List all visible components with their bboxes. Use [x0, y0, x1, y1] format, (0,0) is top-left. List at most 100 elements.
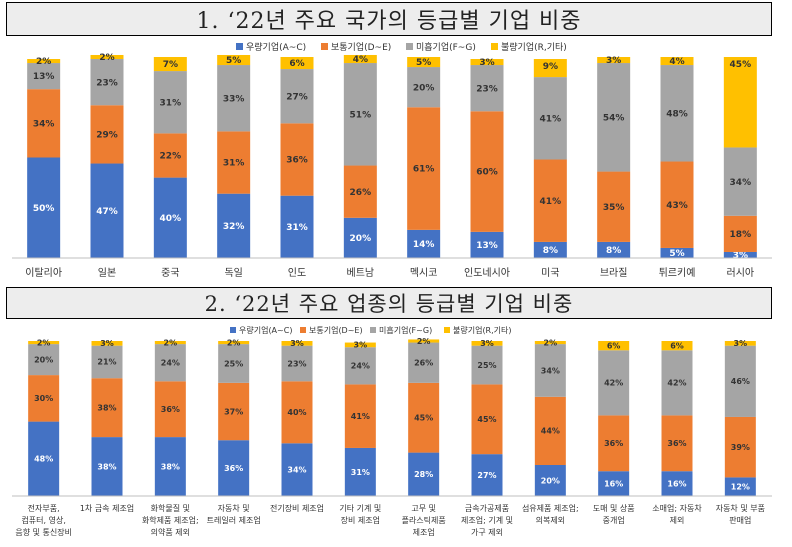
chart1-value-label-5-1: 26%	[350, 188, 372, 198]
chart1-value-label-9-2: 54%	[603, 113, 625, 123]
chart2-value-label-4-1: 40%	[287, 408, 306, 417]
chart2-value-label-7-3: 3%	[480, 339, 494, 348]
chart1-legend-swatch-2	[406, 43, 413, 50]
chart2-value-label-0-0: 48%	[34, 455, 53, 464]
chart2-bar-10-series-1	[661, 415, 693, 472]
chart1-bar-1-series-3	[90, 54, 124, 60]
chart2-bar-0-series-2	[28, 344, 60, 376]
chart1-bar-6-series-0	[407, 229, 441, 258]
chart2-value-label-2-3: 2%	[164, 338, 178, 347]
chart2-category-label-10-line-0: 소매업; 자동차	[652, 504, 702, 513]
chart2-category-label-7-line-1: 제조업; 기계 및	[461, 515, 513, 525]
chart2-bar-0-series-1	[28, 375, 60, 422]
chart1-value-label-7-3: 3%	[479, 58, 494, 68]
chart1-value-label-6-1: 61%	[413, 165, 435, 175]
chart1-bar-4-series-2	[280, 69, 314, 124]
chart2-bar-1-series-0	[91, 437, 123, 496]
chart2-bar-11-series-0	[724, 477, 756, 496]
chart2-category-label-6-line-2: 제조업	[413, 528, 435, 537]
chart1-value-label-9-1: 35%	[603, 203, 625, 213]
chart1-legend-swatch-0	[236, 43, 243, 50]
chart2-bar-2-series-0	[154, 437, 186, 496]
chart1-legend-label-0: 우량기업(A~C)	[246, 41, 306, 53]
chart1-bar-1-series-1	[90, 105, 124, 164]
chart2-value-label-1-2: 21%	[97, 358, 116, 367]
chart2-bar-8-series-1	[534, 396, 566, 465]
chart2-bar-1-series-2	[91, 345, 123, 379]
chart2-title: 2. ‘22년 주요 업종의 등급별 기업 비중	[6, 287, 772, 319]
chart2-bar-6-series-2	[408, 342, 440, 383]
chart1-value-label-9-0: 8%	[606, 246, 621, 256]
chart2-value-label-8-2: 34%	[541, 366, 560, 375]
chart1-bar-5-series-1	[343, 165, 377, 218]
chart2-value-label-9-0: 16%	[604, 479, 623, 488]
chart2-category-label-2-line-2: 의약품 제외	[151, 527, 190, 537]
chart1-bar-0-series-2	[27, 63, 61, 90]
chart2-bar-6-series-1	[408, 382, 440, 453]
chart1-bar-2-series-3	[153, 57, 187, 72]
chart2-category-label-3-line-0: 자동차 및	[218, 503, 250, 513]
chart1-legend-label-3: 불량기업(R,기타)	[501, 41, 567, 53]
chart1-value-label-2-0: 40%	[160, 214, 182, 224]
chart1-bar-1-series-0	[90, 163, 124, 258]
chart2-bar-10-series-3	[661, 341, 693, 351]
chart2-value-label-7-0: 27%	[477, 471, 496, 480]
chart1-value-label-6-0: 14%	[413, 240, 435, 250]
chart2-value-label-0-1: 30%	[34, 394, 53, 403]
chart2-legend-swatch-2	[370, 327, 376, 333]
chart2-category-label-0-line-2: 음향 및 통신장비	[15, 527, 72, 537]
chart1-value-label-1-3: 2%	[99, 53, 114, 63]
chart1-bar-2-series-0	[153, 177, 187, 258]
chart2-category-label-9-line-1: 중개업	[603, 515, 625, 525]
chart2-value-label-3-1: 37%	[224, 407, 243, 416]
chart1-bar-8-series-3	[533, 59, 567, 78]
chart2-value-label-5-2: 24%	[351, 362, 370, 371]
chart2-bar-2-series-3	[154, 341, 186, 345]
chart2-bar-1-series-3	[91, 341, 123, 346]
chart1-value-label-0-3: 2%	[36, 57, 51, 67]
chart2-value-label-9-3: 6%	[607, 341, 621, 350]
chart2-value-label-3-3: 2%	[227, 338, 241, 347]
chart2-value-label-9-1: 36%	[604, 439, 623, 448]
chart1-bar-2-series-1	[153, 133, 187, 178]
chart2-bar-7-series-1	[471, 384, 503, 455]
chart1-value-label-11-2: 34%	[730, 178, 752, 188]
chart2-bar-7-series-2	[471, 345, 503, 385]
chart1-value-label-10-3: 4%	[669, 57, 684, 67]
chart2-value-label-0-2: 20%	[34, 355, 53, 364]
chart2-bar-4-series-0	[281, 443, 313, 496]
chart1-bar-11-series-1	[723, 215, 757, 252]
chart2-value-label-1-1: 38%	[97, 403, 116, 412]
chart2-bar-4-series-3	[281, 341, 313, 346]
chart2-value-label-1-0: 38%	[97, 462, 116, 471]
chart2-value-label-6-1: 45%	[414, 414, 433, 423]
chart1-value-label-10-0: 5%	[669, 249, 684, 259]
chart1-category-label-1: 일본	[98, 267, 116, 279]
chart1-bar-8-series-0	[533, 241, 567, 258]
chart1-legend-swatch-3	[491, 43, 498, 50]
chart2-bar-3-series-3	[218, 341, 250, 345]
chart2-bar-8-series-0	[534, 465, 566, 496]
chart2-bar-11-series-3	[724, 341, 756, 346]
chart2-value-label-8-0: 20%	[541, 476, 560, 485]
chart1-value-label-1-1: 29%	[96, 131, 118, 141]
chart1-value-label-0-0: 50%	[33, 204, 55, 214]
chart2-bar-2-series-1	[154, 381, 186, 438]
chart1-title: 1. ‘22년 주요 국가의 등급별 기업 비중	[6, 2, 772, 36]
chart2-bar-2-series-2	[154, 344, 186, 382]
chart1-value-label-5-0: 20%	[350, 234, 372, 244]
chart2-value-label-10-3: 6%	[670, 341, 684, 350]
chart1-bar-9-series-1	[597, 171, 631, 242]
chart1-value-label-2-3: 7%	[163, 60, 178, 70]
chart1-bar-11-series-3	[723, 57, 757, 148]
chart1-value-label-5-2: 51%	[350, 110, 372, 120]
chart1-bar-0-series-1	[27, 89, 61, 158]
chart2-value-label-7-1: 45%	[477, 415, 496, 424]
chart1-category-label-4: 인도	[288, 267, 306, 279]
chart2-bar-6-series-3	[408, 339, 440, 343]
chart1-legend-label-1: 보통기업(D~E)	[331, 42, 391, 53]
chart1-bar-6-series-1	[407, 107, 441, 230]
chart2-value-label-4-3: 3%	[290, 339, 304, 348]
chart1-legend-label-2: 미흡기업(F~G)	[416, 41, 476, 53]
chart1-bar-4-series-3	[280, 57, 314, 70]
